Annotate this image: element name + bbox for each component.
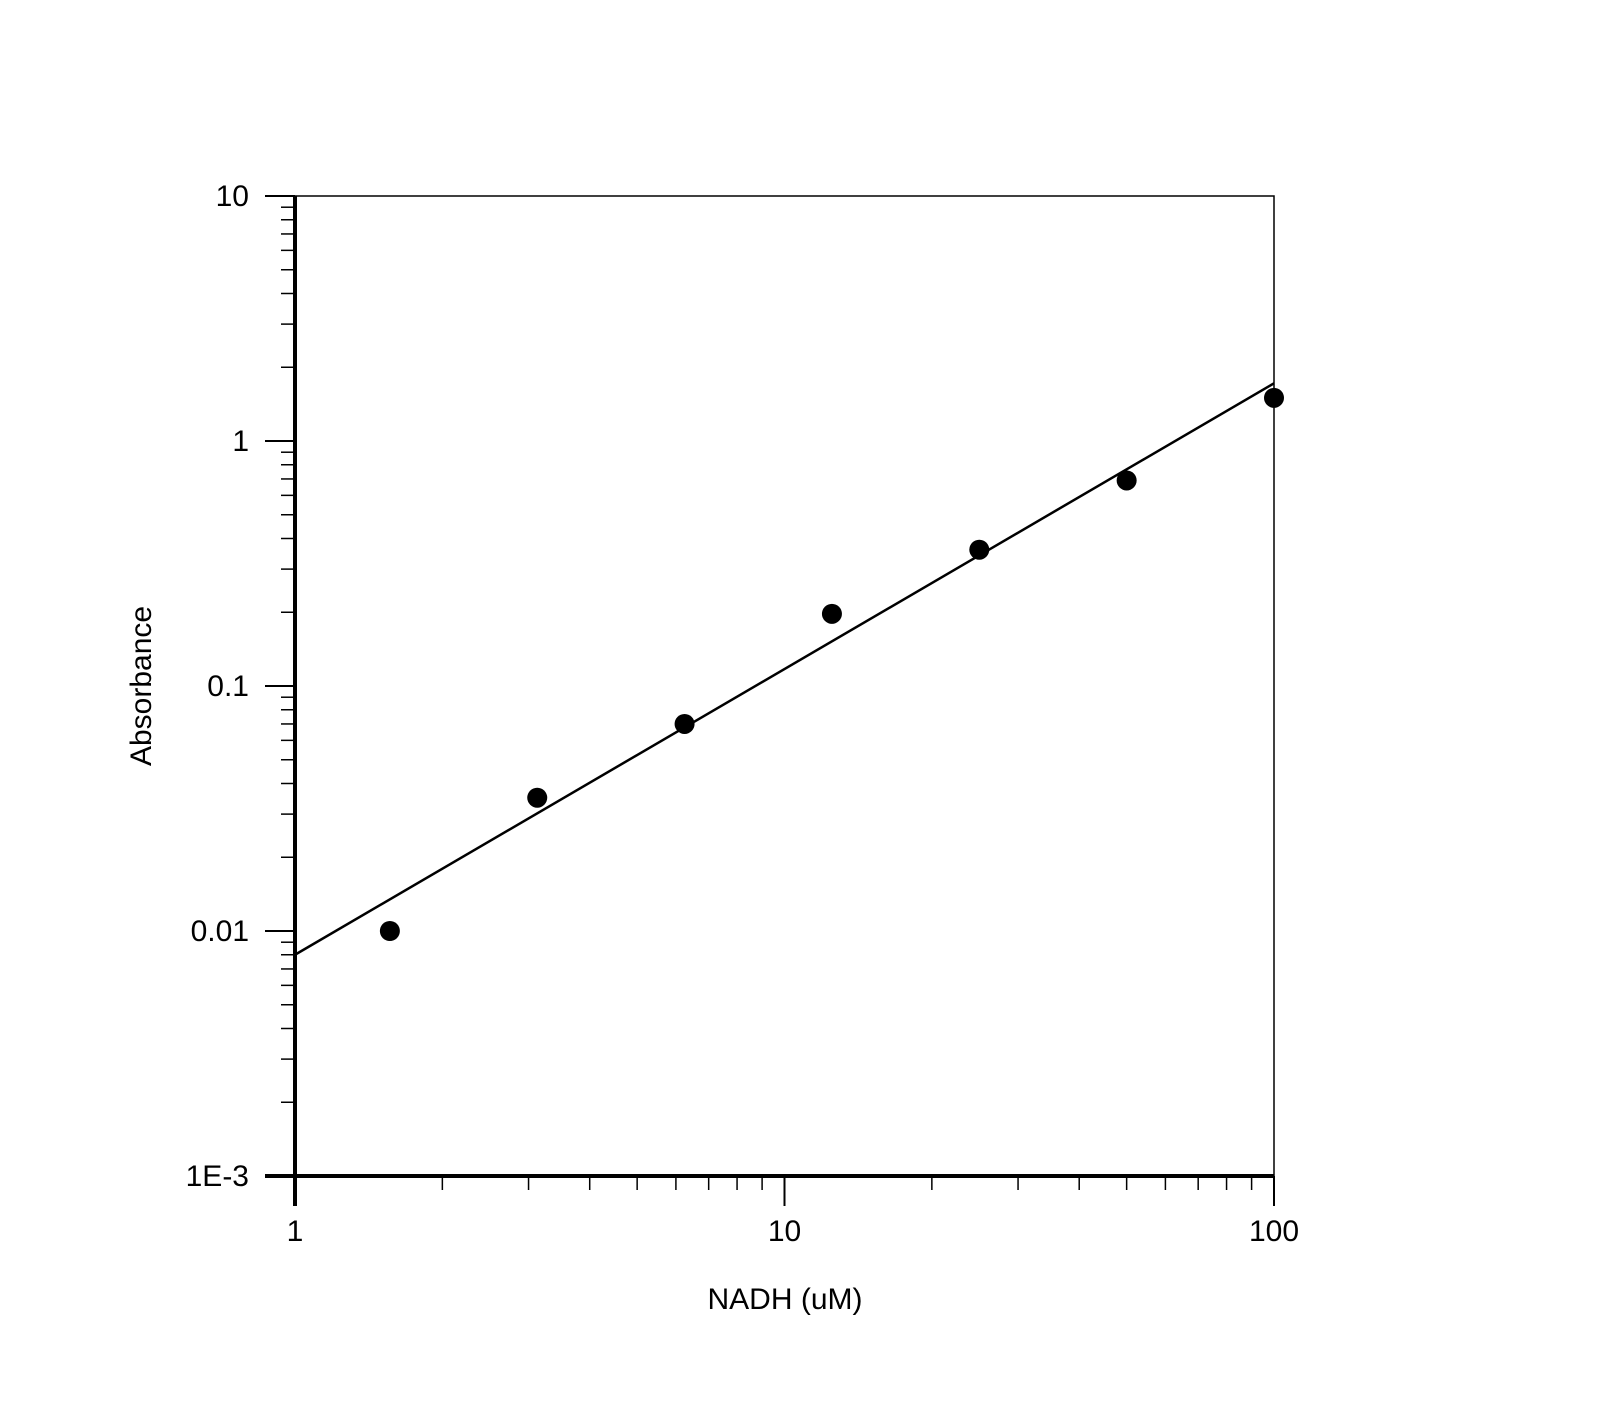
data-point (379, 921, 400, 941)
plot-frame (294, 195, 1275, 1177)
data-point (821, 603, 842, 624)
data-point (969, 539, 990, 560)
y-axis-label: Absorbance (125, 606, 158, 766)
y-tick-label: 1 (232, 425, 249, 458)
y-tick-label: 0.01 (191, 915, 249, 948)
y-tick-label: 0.1 (207, 670, 249, 703)
y-tick-label: 10 (216, 180, 249, 213)
y-tick-label: 1E-3 (186, 1160, 249, 1193)
data-point (527, 787, 548, 808)
x-tick-label: 100 (1249, 1215, 1299, 1248)
x-tick-label: 1 (287, 1215, 304, 1248)
x-axis-label: NADH (uM) (708, 1283, 863, 1316)
data-point (1116, 470, 1137, 491)
x-tick-label: 10 (768, 1215, 801, 1248)
fit-line (294, 382, 1275, 956)
data-point (1264, 387, 1284, 408)
